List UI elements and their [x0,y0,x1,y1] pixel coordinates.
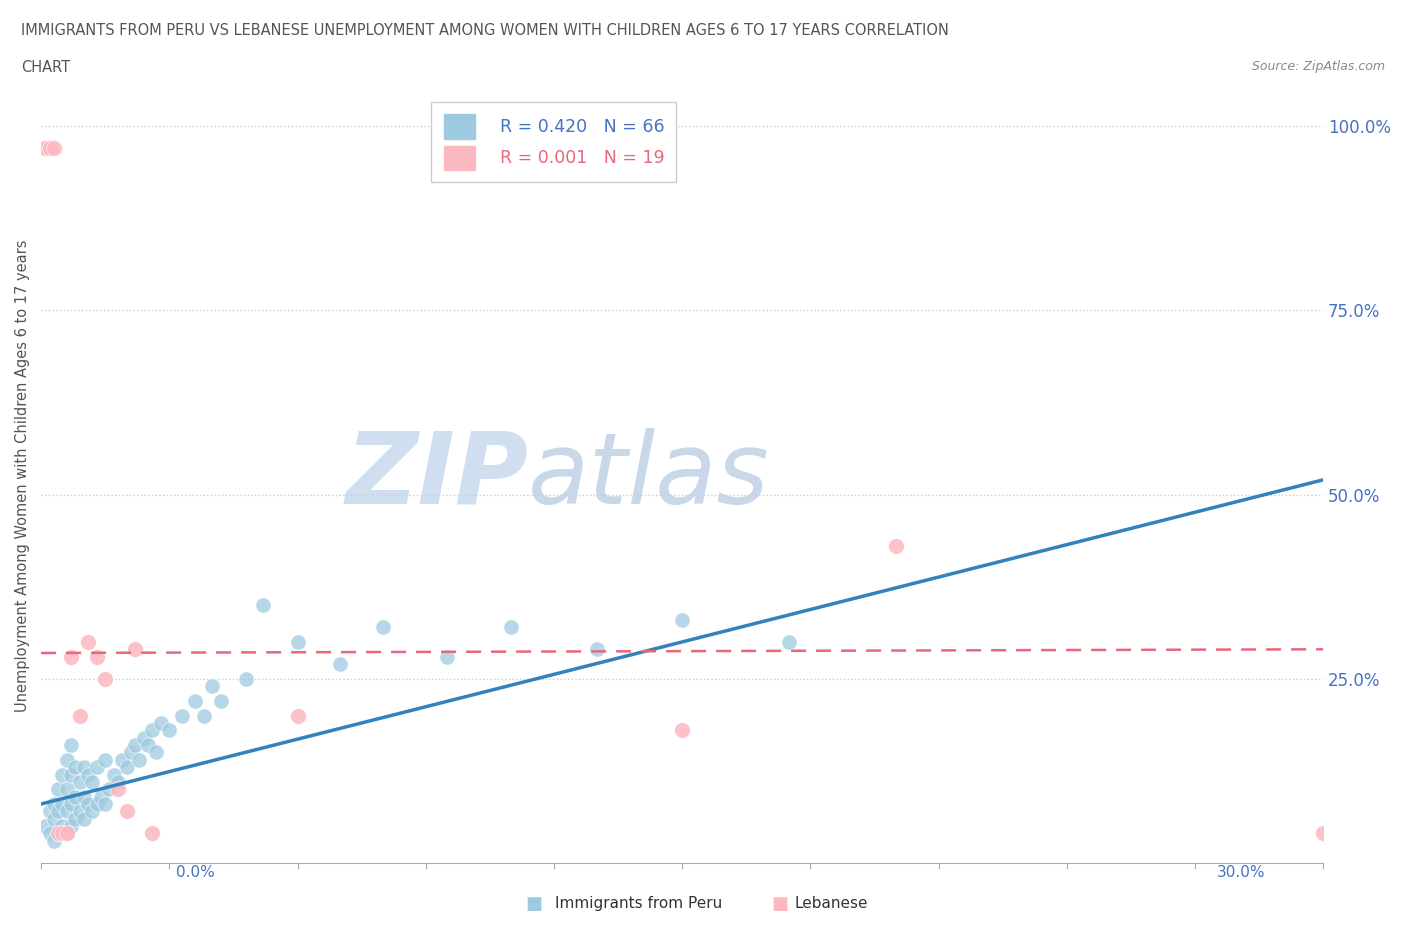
Point [82,804,104,818]
Point [235,671,257,686]
Point [94,671,117,686]
Point [436,649,458,664]
Point [42,141,65,156]
Point [38,141,60,156]
Point [42,833,65,848]
Point [46,826,69,841]
Point [55,826,77,841]
Point [60,767,83,782]
Point [42,797,65,812]
Point [193,708,215,723]
Point [111,752,134,767]
Point [252,598,274,613]
Point [120,745,142,760]
Point [73,811,96,826]
Point [69,775,91,790]
Point [77,767,100,782]
Point [141,723,163,737]
Text: 0.0%: 0.0% [176,865,215,880]
Point [184,694,207,709]
Point [73,790,96,804]
Point [86,760,108,775]
Point [65,760,87,775]
Point [1312,826,1334,841]
Point [46,782,69,797]
Point [98,782,121,797]
Point [209,694,232,709]
Text: CHART: CHART [21,60,70,75]
Point [124,737,146,752]
Point [136,737,159,752]
Point [103,767,125,782]
Point [132,730,155,745]
Point [51,767,73,782]
Text: ■: ■ [526,895,543,913]
Point [55,782,77,797]
Point [69,804,91,818]
Point [51,797,73,812]
Point [73,760,96,775]
Point [201,679,224,694]
Point [884,538,907,553]
Point [778,634,800,649]
Point [60,797,83,812]
Point [55,752,77,767]
Point [38,826,60,841]
Point [86,649,108,664]
Point [65,811,87,826]
Point [329,657,352,671]
Point [128,752,150,767]
Point [107,782,129,797]
Point [501,619,523,634]
Point [671,723,693,737]
Point [46,826,69,841]
Y-axis label: Unemployment Among Women with Children Ages 6 to 17 years: Unemployment Among Women with Children A… [15,240,30,712]
Point [60,649,83,664]
Point [77,797,100,812]
Point [34,818,56,833]
Point [65,790,87,804]
Legend:   R = 0.420   N = 66,   R = 0.001   N = 19: R = 0.420 N = 66, R = 0.001 N = 19 [432,102,676,182]
Point [69,708,91,723]
Point [287,634,309,649]
Text: ■: ■ [772,895,789,913]
Point [172,708,194,723]
Text: atlas: atlas [529,428,770,525]
Point [371,619,394,634]
Point [86,797,108,812]
Text: 30.0%: 30.0% [1218,865,1265,880]
Point [585,642,607,657]
Point [77,634,100,649]
Text: IMMIGRANTS FROM PERU VS LEBANESE UNEMPLOYMENT AMONG WOMEN WITH CHILDREN AGES 6 T: IMMIGRANTS FROM PERU VS LEBANESE UNEMPLO… [21,23,949,38]
Point [124,642,146,657]
Point [90,790,112,804]
Point [60,737,83,752]
Point [55,804,77,818]
Text: Source: ZipAtlas.com: Source: ZipAtlas.com [1251,60,1385,73]
Point [94,752,117,767]
Point [82,775,104,790]
Point [671,612,693,627]
Point [149,715,172,730]
Point [60,818,83,833]
Point [51,818,73,833]
Point [115,804,138,818]
Point [107,775,129,790]
Text: ZIP: ZIP [346,428,529,525]
Point [34,141,56,156]
Point [115,760,138,775]
Point [38,804,60,818]
Point [94,797,117,812]
Point [141,826,163,841]
Point [42,811,65,826]
Point [51,826,73,841]
Point [55,826,77,841]
Point [145,745,167,760]
Point [287,708,309,723]
Point [46,804,69,818]
Point [157,723,180,737]
Text: Immigrants from Peru: Immigrants from Peru [555,897,723,911]
Text: Lebanese: Lebanese [794,897,868,911]
